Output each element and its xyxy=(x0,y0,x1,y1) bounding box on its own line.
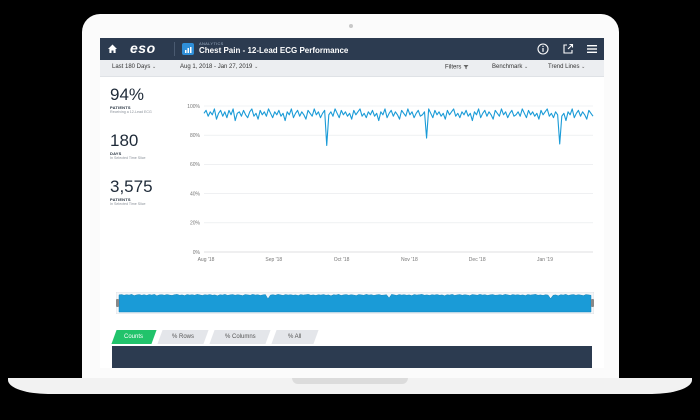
time-range-navigator[interactable] xyxy=(116,292,594,314)
stat-label: PATIENTS xyxy=(110,105,131,110)
stat-caption: Receiving a 12-Lead ECG xyxy=(110,110,152,114)
info-icon[interactable] xyxy=(537,43,549,55)
filters-label: Filters xyxy=(445,64,462,71)
tab-percent-rows-label: % Rows xyxy=(171,334,194,340)
chevron-down-icon: ⌄ xyxy=(152,64,157,70)
stat-label: PATIENTS xyxy=(110,197,131,202)
export-icon[interactable] xyxy=(562,43,574,55)
stat-caption: In Selected Time Slice xyxy=(110,202,146,206)
y-tick-label: 20% xyxy=(190,221,201,227)
tab-counts[interactable]: Counts xyxy=(111,330,157,344)
range-dropdown[interactable]: Last 180 Days ⌄ xyxy=(112,64,156,70)
webcam xyxy=(349,24,353,28)
header-divider xyxy=(174,42,175,56)
navigator-area xyxy=(118,294,592,313)
tab-percent-columns[interactable]: % Columns xyxy=(209,330,271,344)
x-tick-label: Aug '18 xyxy=(198,257,215,263)
tab-counts-label: Counts xyxy=(124,334,144,340)
hamburger-menu-icon[interactable] xyxy=(586,43,598,55)
laptop-base xyxy=(8,378,692,394)
eso-logo[interactable]: eso xyxy=(130,40,156,56)
y-tick-label: 100% xyxy=(187,104,200,110)
benchmark-label: Benchmark xyxy=(492,64,523,70)
x-tick-label: Nov '18 xyxy=(401,257,418,263)
chevron-down-icon: ⌄ xyxy=(581,64,586,70)
app-screen: eso ANALYTICS Chest Pain - 12-Lead ECG P… xyxy=(100,38,604,368)
analytics-app-icon xyxy=(182,43,194,55)
top-bar: eso ANALYTICS Chest Pain - 12-Lead ECG P… xyxy=(100,38,604,60)
table-view-tabs: Counts % Rows % Columns % All xyxy=(111,330,342,344)
page-title: Chest Pain - 12-Lead ECG Performance xyxy=(199,46,349,55)
y-tick-label: 60% xyxy=(190,162,201,168)
trend-lines-dropdown[interactable]: Trend Lines ⌄ xyxy=(548,64,585,70)
tab-percent-columns-label: % Columns xyxy=(224,334,256,340)
tab-percent-rows[interactable]: % Rows xyxy=(157,330,209,344)
stat-label: DAYS xyxy=(110,151,122,156)
x-tick-label: Dec '18 xyxy=(469,257,486,263)
range-dropdown-label: Last 180 Days xyxy=(112,64,151,70)
trend-lines-label: Trend Lines xyxy=(548,64,580,70)
date-range-label: Aug 1, 2018 - Jan 27, 2019 xyxy=(180,64,253,70)
chevron-down-icon: ⌄ xyxy=(254,64,259,70)
ecg-performance-line-chart[interactable]: 0% 20% 40% 60% 80% 100% Aug '18 Sep '18 Oct '18 N… xyxy=(178,84,598,274)
laptop-notch xyxy=(292,378,408,384)
x-tick-label: Sep '18 xyxy=(265,257,282,263)
y-tick-label: 80% xyxy=(190,133,201,139)
filter-funnel-icon xyxy=(463,65,469,70)
series-line xyxy=(203,108,594,146)
stat-value: 3,575 xyxy=(110,177,153,196)
stat-patients: 3,575 PATIENTS In Selected Time Slice xyxy=(110,178,180,207)
stat-caption: In Selected Time Slice xyxy=(110,156,146,160)
y-tick-label: 0% xyxy=(193,250,201,256)
benchmark-dropdown[interactable]: Benchmark ⌄ xyxy=(492,64,528,70)
chevron-down-icon: ⌄ xyxy=(524,64,529,70)
table-header xyxy=(112,346,592,368)
stat-value: 180 xyxy=(110,131,139,150)
date-range-dropdown[interactable]: Aug 1, 2018 - Jan 27, 2019 ⌄ xyxy=(180,64,258,70)
stat-ecg-rate: 94% PATIENTS Receiving a 12-Lead ECG xyxy=(110,86,180,115)
x-tick-label: Oct '18 xyxy=(334,257,350,263)
home-icon[interactable] xyxy=(107,43,118,54)
navigator-left-handle[interactable] xyxy=(116,299,119,307)
stat-value: 94% xyxy=(110,85,145,104)
filters-button[interactable]: Filters xyxy=(445,64,469,71)
x-tick-label: Jan '19 xyxy=(537,257,553,263)
y-tick-label: 40% xyxy=(190,191,201,197)
navigator-right-handle[interactable] xyxy=(591,299,594,307)
tab-percent-all-label: % All xyxy=(288,334,302,340)
stat-days: 180 DAYS In Selected Time Slice xyxy=(110,132,180,161)
app-subtitle: ANALYTICS xyxy=(199,41,224,46)
tab-percent-all[interactable]: % All xyxy=(271,330,319,344)
filter-bar: Last 180 Days ⌄ Aug 1, 2018 - Jan 27, 20… xyxy=(100,60,604,77)
